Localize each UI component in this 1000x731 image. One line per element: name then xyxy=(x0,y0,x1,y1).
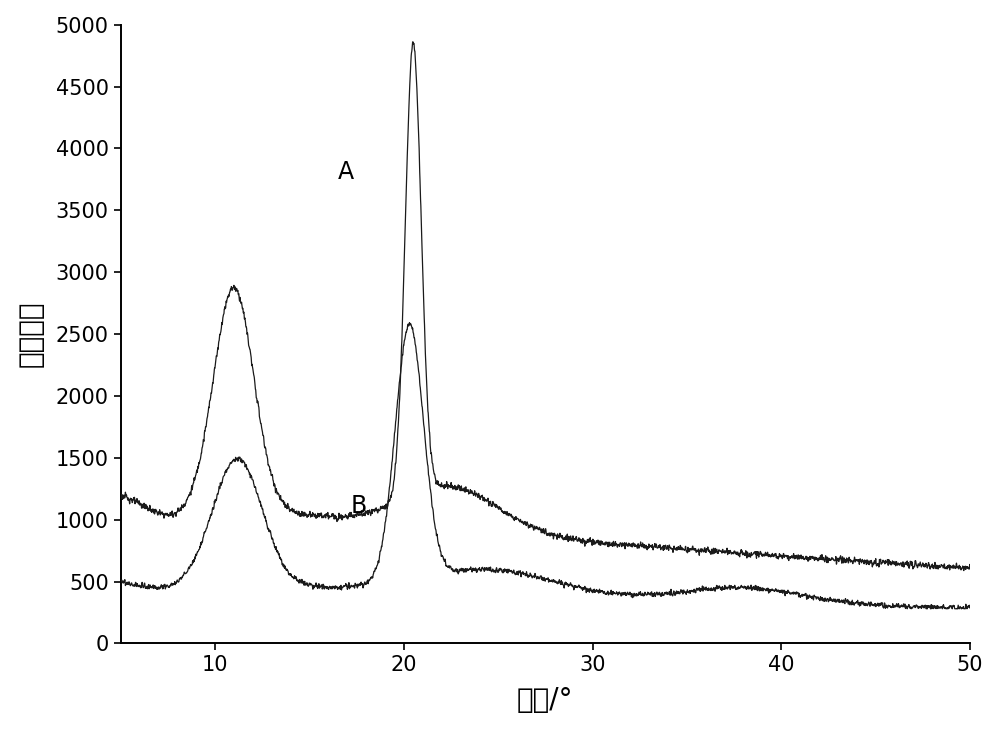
Text: B: B xyxy=(351,494,367,518)
X-axis label: 角度/°: 角度/° xyxy=(517,686,574,714)
Y-axis label: 衍射强度: 衍射强度 xyxy=(17,300,45,367)
Text: A: A xyxy=(338,160,354,184)
